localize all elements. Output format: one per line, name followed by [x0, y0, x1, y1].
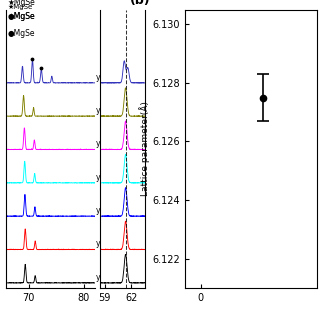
Text: y=0: y=0 — [96, 273, 112, 282]
Text: y=2: y=2 — [96, 206, 112, 215]
Text: (b): (b) — [130, 0, 150, 7]
Y-axis label: Lattice parameter(Å): Lattice parameter(Å) — [139, 101, 150, 196]
Text: ●MgSe: ●MgSe — [7, 29, 35, 38]
Text: y=3: y=3 — [96, 173, 112, 182]
Text: ★MgSe: ★MgSe — [7, 0, 35, 7]
Text: y=6: y=6 — [96, 106, 112, 115]
Text: ●MgSe: ●MgSe — [7, 12, 35, 21]
Text: y=8: y=8 — [96, 73, 112, 82]
Text: y=4: y=4 — [96, 139, 112, 148]
Text: y=1: y=1 — [96, 239, 112, 248]
Text: ★MgSe: ★MgSe — [7, 12, 35, 21]
Text: ★MgSe: ★MgSe — [7, 4, 33, 10]
